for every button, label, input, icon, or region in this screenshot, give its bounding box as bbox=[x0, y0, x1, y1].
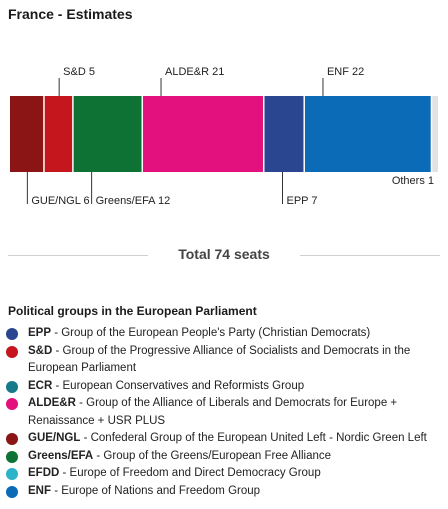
segment-label-enf: ENF 22 bbox=[327, 66, 364, 78]
segment-label-alde-r: ALDE&R 21 bbox=[165, 66, 224, 78]
legend-abbr: ALDE&R bbox=[28, 397, 76, 409]
bar-segment-others bbox=[432, 96, 438, 172]
legend-desc: - Group of the European People's Party (… bbox=[51, 327, 371, 339]
total-divider-left bbox=[8, 255, 148, 256]
bar-segment-gue-ngl bbox=[10, 96, 44, 172]
segment-label-epp: EPP 7 bbox=[286, 195, 317, 207]
legend-desc: - Confederal Group of the European Unite… bbox=[80, 432, 427, 444]
segment-label-greens-efa: Greens/EFA 12 bbox=[96, 195, 171, 207]
legend-item: ALDE&R - Group of the Alliance of Libera… bbox=[6, 395, 446, 430]
legend-abbr: EFDD bbox=[28, 467, 60, 479]
bar-segment-alde-r bbox=[143, 96, 263, 172]
legend-abbr: S&D bbox=[28, 344, 53, 357]
legend-swatch bbox=[6, 468, 18, 480]
legend-swatch bbox=[6, 450, 18, 463]
legend-desc: - Europe of Freedom and Direct Democracy… bbox=[59, 467, 321, 479]
legend-abbr: GUE/NGL bbox=[28, 432, 81, 444]
bar-segment-enf bbox=[304, 96, 431, 172]
chart-title: France - Estimates bbox=[8, 6, 133, 22]
legend-item: ECR - European Conservatives and Reformi… bbox=[6, 378, 446, 396]
legend-item: S&D - Group of the Progressive Alliance … bbox=[6, 343, 446, 378]
legend-item: ENF - Europe of Nations and Freedom Grou… bbox=[6, 483, 446, 501]
legend-desc: - Group of the Progressive Alliance of S… bbox=[28, 344, 411, 375]
legend-abbr: ENF bbox=[28, 484, 51, 497]
legend-swatch bbox=[6, 433, 18, 445]
legend-item: Greens/EFA - Group of the Greens/Europea… bbox=[6, 448, 446, 466]
bar-segment-epp bbox=[264, 96, 304, 172]
legend-swatch bbox=[6, 380, 18, 393]
total-divider-right bbox=[300, 255, 440, 256]
bar-segment-s-d bbox=[44, 96, 73, 172]
total-seats: Total 74 seats bbox=[8, 243, 440, 267]
legend-desc: - Europe of Nations and Freedom Group bbox=[51, 484, 261, 497]
segment-label-s-d: S&D 5 bbox=[63, 66, 95, 78]
segment-label-gue-ngl: GUE/NGL 6 bbox=[31, 195, 89, 207]
segment-labels: GUE/NGL 6 S&D 5 Greens/EFA 12 ALDE&R 21 EPP … bbox=[26, 66, 434, 207]
seat-distribution-chart: GUE/NGL 6 S&D 5 Greens/EFA 12 ALDE&R 21 EPP … bbox=[10, 66, 438, 207]
legend-swatch bbox=[6, 398, 18, 410]
legend-desc: - Group of the Greens/European Free Alli… bbox=[93, 449, 332, 462]
legend-abbr: Greens/EFA bbox=[28, 449, 94, 462]
legend-abbr: EPP bbox=[28, 327, 52, 339]
legend-desc: - European Conservatives and Reformists … bbox=[52, 379, 305, 392]
segment-label-others: Others 1 bbox=[392, 175, 434, 187]
bar-segment-greens-efa bbox=[73, 96, 142, 172]
bar-segments bbox=[10, 96, 438, 172]
legend-swatch bbox=[6, 345, 18, 358]
legend-list: EPP - Group of the European People's Par… bbox=[6, 325, 446, 500]
legend-abbr: ECR bbox=[28, 379, 53, 392]
legend-item: EFDD - Europe of Freedom and Direct Demo… bbox=[6, 465, 446, 483]
legend-title: Political groups in the European Parliam… bbox=[8, 304, 257, 318]
legend-item: EPP - Group of the European People's Par… bbox=[6, 325, 446, 343]
legend-desc: - Group of the Alliance of Liberals and … bbox=[28, 397, 398, 427]
legend-swatch bbox=[6, 328, 18, 340]
legend-item: GUE/NGL - Confederal Group of the Europe… bbox=[6, 430, 446, 448]
legend-swatch bbox=[6, 485, 18, 498]
total-seats-label: Total 74 seats bbox=[178, 246, 270, 262]
